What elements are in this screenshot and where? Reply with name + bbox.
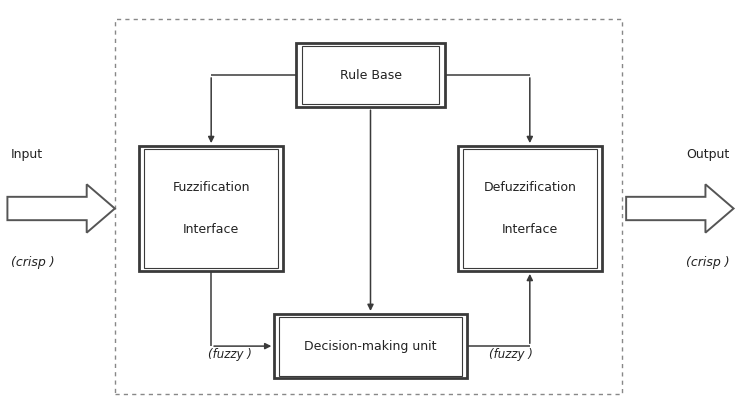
Bar bbox=[115, 19, 622, 394]
Bar bbox=[296, 43, 445, 108]
Bar bbox=[144, 149, 279, 268]
Text: Decision-making unit: Decision-making unit bbox=[305, 339, 436, 353]
Polygon shape bbox=[626, 184, 734, 233]
Text: Rule Base: Rule Base bbox=[339, 68, 402, 82]
Text: (fuzzy ): (fuzzy ) bbox=[489, 348, 534, 361]
Bar bbox=[279, 317, 462, 375]
Polygon shape bbox=[7, 184, 115, 233]
Text: Fuzzification

Interface: Fuzzification Interface bbox=[173, 181, 250, 236]
Text: (fuzzy ): (fuzzy ) bbox=[207, 348, 252, 361]
Bar bbox=[139, 146, 283, 271]
Bar bbox=[457, 146, 602, 271]
Text: Defuzzification

Interface: Defuzzification Interface bbox=[483, 181, 576, 236]
Bar bbox=[462, 149, 597, 268]
Bar bbox=[274, 314, 467, 379]
Text: Input: Input bbox=[11, 148, 43, 161]
Text: (crisp ): (crisp ) bbox=[11, 256, 55, 269]
Bar bbox=[302, 46, 439, 105]
Text: (crisp ): (crisp ) bbox=[686, 256, 730, 269]
Text: Output: Output bbox=[687, 148, 730, 161]
